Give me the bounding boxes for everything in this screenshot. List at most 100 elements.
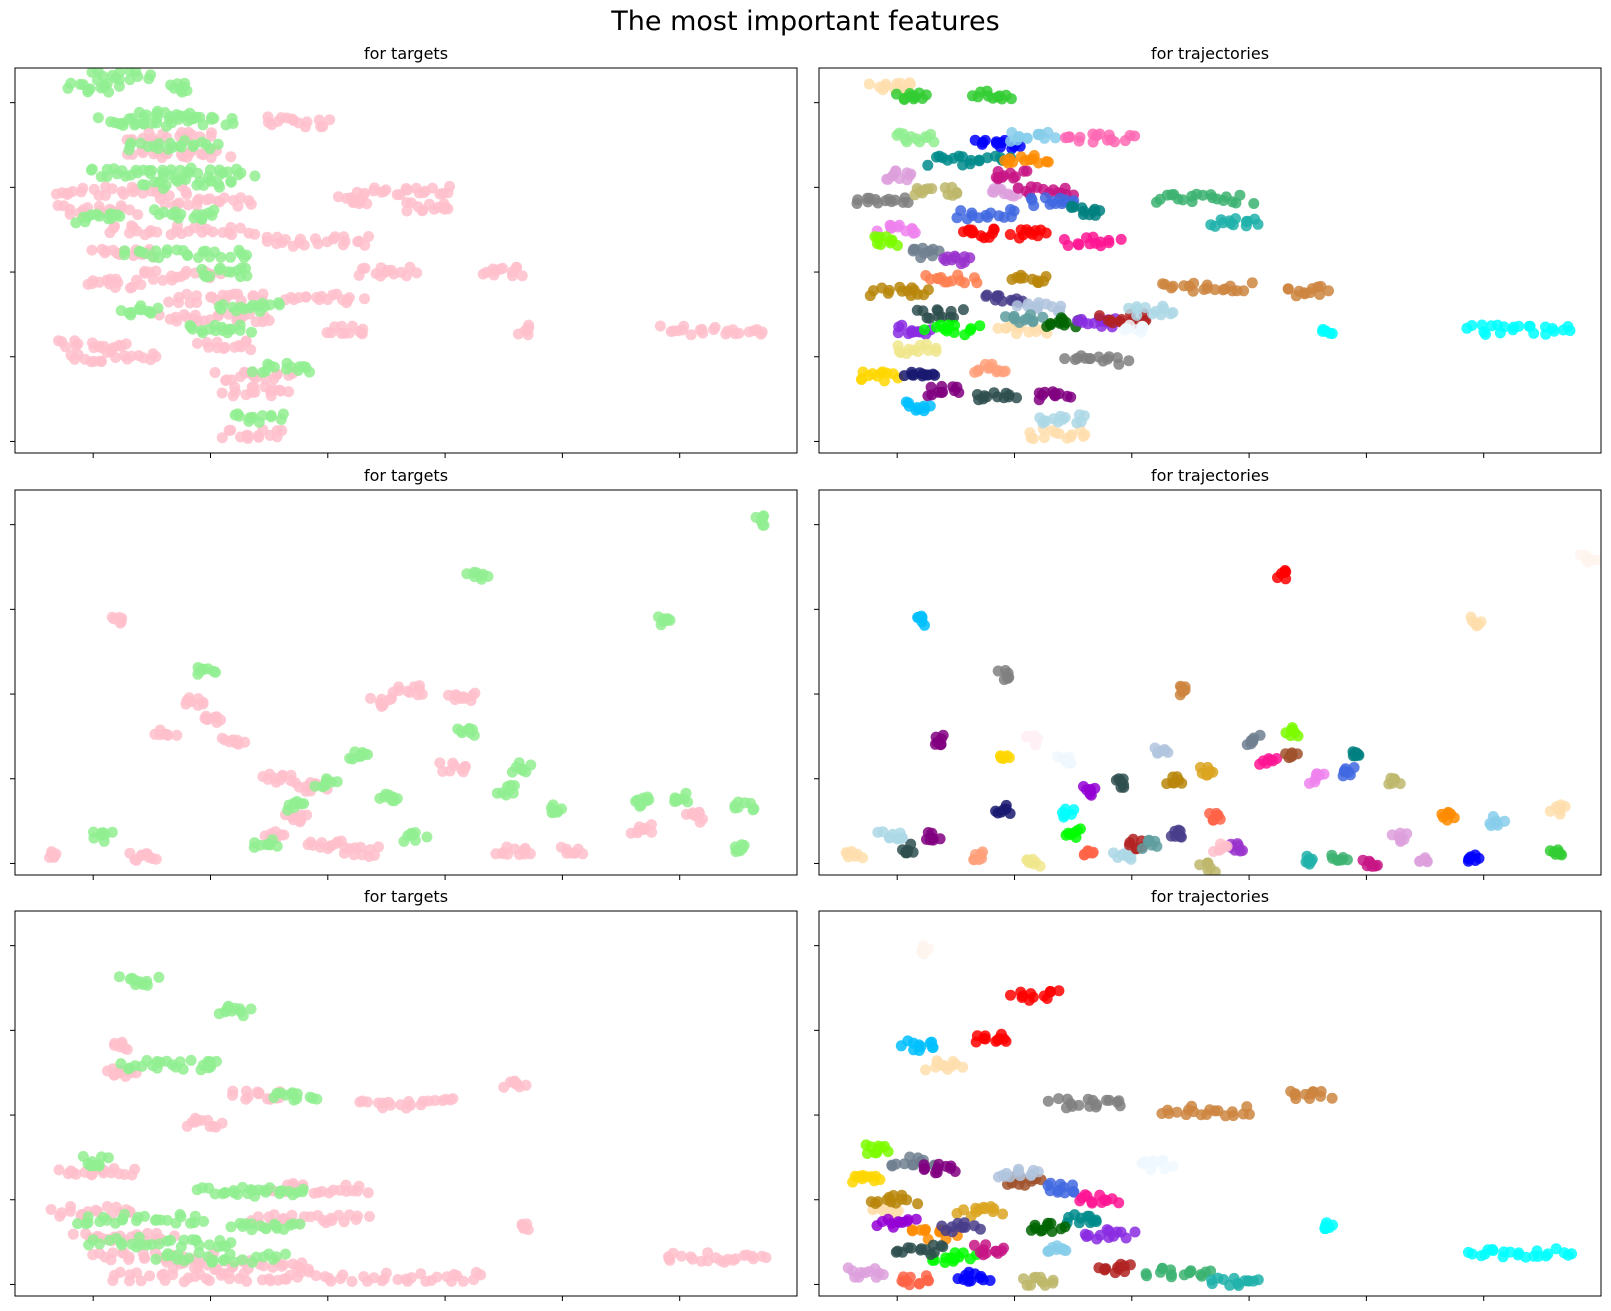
- scatter-point: [1210, 807, 1222, 819]
- scatter-point: [193, 193, 205, 205]
- scatter-point: [414, 680, 425, 692]
- scatter-point: [194, 111, 206, 123]
- scatter-points: [842, 940, 1578, 1291]
- scatter-point: [401, 205, 413, 217]
- scatter-point: [139, 267, 151, 279]
- scatter-point: [1209, 866, 1221, 875]
- scatter-point: [1141, 1270, 1153, 1282]
- scatter-point: [1009, 171, 1021, 183]
- scatter-point: [140, 109, 152, 121]
- scatter-point: [1469, 849, 1481, 861]
- scatter-point: [225, 1221, 237, 1233]
- scatter-point: [927, 1239, 939, 1251]
- scatter-point: [298, 239, 310, 251]
- scatter-point: [1394, 827, 1406, 839]
- scatter-point: [277, 408, 289, 420]
- scatter-point: [1068, 201, 1080, 213]
- scatter-point: [1197, 189, 1209, 201]
- scatter-point: [247, 290, 259, 302]
- scatter-point: [110, 352, 122, 363]
- scatter-point: [258, 1260, 270, 1272]
- scatter-point: [882, 1146, 894, 1158]
- scatter-point: [947, 1056, 959, 1067]
- scatter-point: [64, 203, 76, 215]
- scatter-point: [195, 1114, 207, 1126]
- scatter-point: [130, 68, 142, 77]
- scatter-point: [1053, 985, 1065, 997]
- scatter-point: [1041, 321, 1053, 332]
- scatter-point: [1240, 220, 1252, 232]
- scatter-point: [1323, 285, 1334, 297]
- scatter-point: [1552, 844, 1564, 856]
- scatter-point: [152, 143, 164, 155]
- scatter-point: [946, 1226, 958, 1238]
- scatter-point: [1120, 1232, 1132, 1244]
- scatter-point: [882, 1205, 893, 1217]
- scatter-point: [365, 692, 376, 704]
- scatter-point: [325, 327, 337, 339]
- scatter-point: [264, 299, 276, 311]
- scatter-point: [418, 187, 430, 199]
- scatter-point: [237, 1254, 248, 1266]
- scatter-point: [268, 1209, 280, 1221]
- subplot-title: for targets: [364, 887, 448, 906]
- subplot-5: for targets: [10, 887, 798, 1301]
- scatter-point: [215, 251, 227, 263]
- scatter-point: [1174, 825, 1186, 837]
- scatter-point: [905, 168, 917, 180]
- scatter-point: [162, 729, 174, 741]
- scatter-point: [1156, 1263, 1168, 1274]
- scatter-point: [678, 320, 690, 332]
- scatter-point: [249, 170, 261, 182]
- scatter-point: [1248, 198, 1260, 209]
- scatter-point: [246, 326, 257, 338]
- scatter-point: [270, 1251, 282, 1263]
- scatter-point: [123, 307, 135, 319]
- scatter-point: [1033, 277, 1044, 289]
- scatter-point: [1059, 182, 1071, 194]
- scatter-point: [283, 386, 295, 398]
- scatter-point: [1035, 224, 1047, 236]
- scatter-point: [421, 831, 433, 843]
- scatter-point: [1103, 237, 1115, 249]
- scatter-point: [125, 282, 136, 294]
- scatter-point: [1341, 854, 1353, 866]
- scatter-point: [106, 826, 118, 838]
- scatter-point: [1037, 311, 1049, 323]
- scatter-point: [53, 1164, 65, 1176]
- scatter-point: [402, 1275, 414, 1287]
- scatter-point: [275, 112, 287, 124]
- figure-title: The most important features: [611, 6, 1000, 37]
- scatter-point: [204, 270, 216, 282]
- scatter-point: [208, 204, 220, 216]
- scatter-point: [1353, 749, 1365, 761]
- scatter-point: [466, 690, 478, 701]
- scatter-point: [475, 1269, 487, 1281]
- scatter-point: [1094, 128, 1106, 140]
- scatter-point: [1107, 847, 1119, 859]
- scatter-point: [261, 235, 273, 247]
- scatter-point: [880, 80, 891, 92]
- scatter-point: [1005, 93, 1017, 105]
- scatter-point: [1082, 845, 1094, 857]
- scatter-point: [1282, 283, 1294, 295]
- scatter-point: [346, 1276, 358, 1287]
- scatter-point: [161, 1214, 173, 1226]
- subplot-title: for trajectories: [1151, 466, 1269, 485]
- scatter-point: [1055, 1178, 1066, 1190]
- scatter-point: [139, 1210, 150, 1222]
- scatter-point: [1162, 747, 1174, 758]
- scatter-point: [1586, 554, 1598, 566]
- scatter-point: [427, 182, 438, 194]
- scatter-point: [46, 846, 58, 858]
- subplot-title: for targets: [364, 466, 448, 485]
- scatter-point: [1513, 320, 1525, 332]
- scatter-point: [1059, 353, 1071, 365]
- scatter-point: [949, 1166, 961, 1177]
- scatter-point: [192, 167, 204, 179]
- scatter-point: [1480, 328, 1491, 340]
- scatter-point: [226, 113, 238, 124]
- scatter-point: [262, 116, 274, 128]
- subplot-3: for targets: [10, 466, 798, 880]
- scatter-point: [1125, 853, 1137, 865]
